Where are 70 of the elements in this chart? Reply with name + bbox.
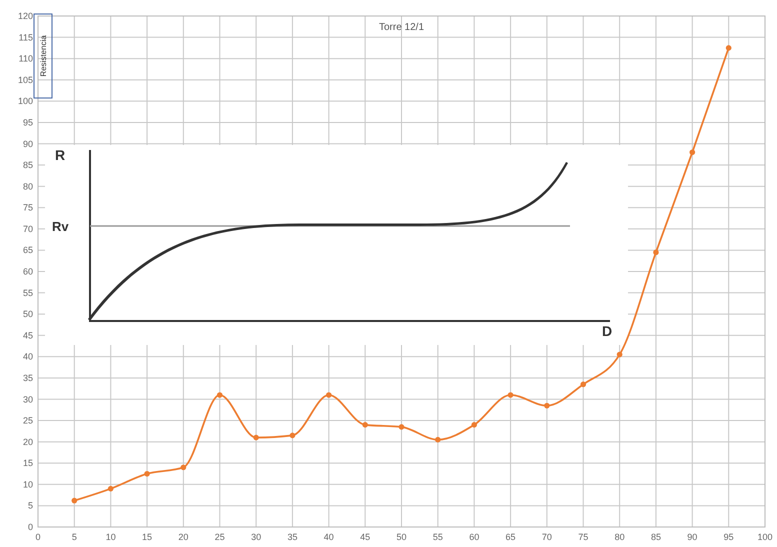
y-tick-label: 75	[22, 202, 33, 213]
x-tick-label: 60	[469, 532, 480, 542]
y-tick-label: 90	[22, 138, 33, 149]
y-tick-label: 30	[22, 394, 33, 404]
x-tick-label: 40	[324, 532, 334, 542]
point	[108, 486, 114, 492]
point	[435, 436, 441, 443]
point	[726, 45, 732, 51]
point	[362, 422, 368, 428]
text: Torre 12/1	[378, 22, 424, 33]
y-tick-label: 35	[22, 372, 33, 383]
y-tick-label: 115	[18, 32, 33, 42]
y-tick-label: 105	[18, 74, 33, 85]
point	[616, 352, 622, 358]
point	[326, 392, 332, 398]
y-tick-label: 60	[22, 266, 33, 276]
point	[144, 470, 150, 477]
x-tick-label: 10	[106, 532, 116, 542]
y-tick-label: 40	[22, 352, 33, 362]
point	[290, 432, 296, 438]
point	[690, 149, 696, 156]
x-tick-label: 70	[542, 532, 552, 542]
point	[398, 424, 404, 430]
y-tick-label: 5	[28, 500, 33, 511]
x-tick-label: 5	[72, 532, 77, 542]
point	[544, 402, 550, 408]
x-tick-label: 30	[251, 532, 262, 542]
point	[253, 434, 259, 440]
point	[653, 250, 659, 256]
y-tick-label: 50	[22, 309, 33, 320]
point	[580, 382, 586, 388]
annotation: D	[602, 323, 612, 339]
y-tick-label: 70	[22, 224, 33, 234]
x-tick-label: 50	[396, 532, 407, 542]
y-tick-label: 15	[22, 458, 33, 468]
y-tick-label: 25	[22, 416, 33, 426]
point	[180, 464, 186, 470]
y-tick-label: 45	[22, 330, 33, 340]
y-tick-label: 100	[18, 96, 33, 106]
y-tick-label: 85	[22, 160, 33, 170]
y-tick-label: 20	[22, 436, 33, 447]
x-tick-label: 90	[687, 532, 698, 542]
y-tick-label: 65	[22, 245, 33, 256]
point	[72, 498, 78, 504]
x-tick-label: 35	[287, 532, 298, 542]
y-tick-label: 10	[22, 479, 33, 490]
x-tick-label: 75	[578, 532, 588, 542]
x-tick-label: 100	[757, 532, 773, 542]
point	[508, 392, 514, 398]
x-tick-label: 80	[614, 532, 625, 542]
annotation: R	[55, 147, 66, 163]
y-tick-label: 110	[18, 54, 33, 64]
x-tick-label: 0	[35, 532, 41, 542]
y-tick-label: 80	[22, 181, 33, 192]
x-tick-label: 20	[178, 532, 188, 542]
x-tick-label: 25	[214, 532, 225, 542]
x-tick-label: 95	[724, 532, 734, 542]
x-tick-label: 45	[360, 532, 370, 542]
point	[471, 422, 477, 428]
x-tick-label: 85	[650, 532, 661, 542]
point	[216, 392, 223, 398]
y-tick-label: 0	[28, 522, 33, 532]
annotation: Rv	[52, 219, 70, 234]
y-tick-label: 55	[22, 288, 33, 298]
y-tick-label: 95	[22, 117, 33, 128]
x-tick-label: 55	[432, 532, 443, 542]
y-tick-label: 120	[18, 11, 33, 21]
y-axis-title: Resistencia	[39, 34, 48, 77]
x-tick-label: 15	[142, 532, 152, 542]
x-tick-label: 65	[506, 532, 516, 542]
